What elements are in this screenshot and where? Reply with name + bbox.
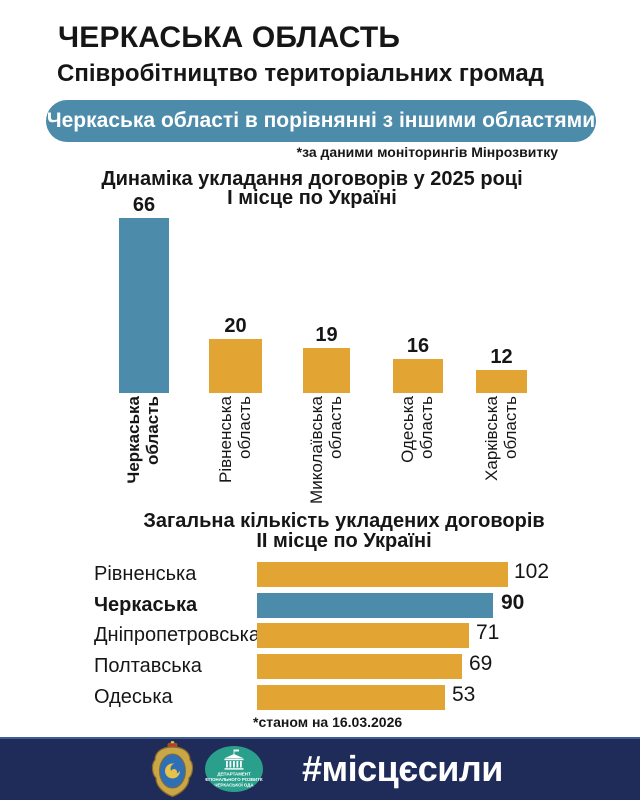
department-logo-text-line1: ДЕПАРТАМЕНТ xyxy=(217,772,251,777)
bar-value-kharkivska: 12 xyxy=(490,346,513,368)
chart1-title: Динаміка укладання договорів у 2025 році… xyxy=(0,168,624,209)
bar-rivnenska xyxy=(209,339,262,393)
footer-bar: ДЕПАРТАМЕНТ РЕГІОНАЛЬНОГО РОЗВИТКУ ЧЕРКА… xyxy=(0,737,640,800)
bar-cherkaska xyxy=(119,218,169,393)
row-bar-poltavska xyxy=(257,654,462,679)
row-bar-dnipropetrovska xyxy=(257,623,469,648)
chart1-title-line1: Динаміка укладання договорів у 2025 році xyxy=(101,168,523,190)
department-logo-text-line3: ЧЕРКАСЬКОЇ ОДА xyxy=(214,783,254,788)
xlabel-line: Одеська xyxy=(398,396,417,463)
row-label-poltavska: Полтавська xyxy=(94,655,202,677)
hashtag-mistsesyly: #місцєсили xyxy=(302,748,503,789)
row-bar-rivnenska xyxy=(257,562,508,587)
row-label-dnipropetrovska: Дніпропетровська xyxy=(94,624,260,646)
source-note: *за даними моніторингів Мінрозвитку xyxy=(296,144,558,160)
xlabel-line: Миколаївська xyxy=(307,396,326,504)
bar-value-cherkaska: 66 xyxy=(132,194,156,216)
xlabel-kharkivska: Харківська область xyxy=(482,396,522,508)
row-label-cherkaska: Черкаська xyxy=(94,594,198,616)
comparison-badge: Черкаська області в порівнянні з іншими … xyxy=(46,100,596,142)
xlabel-rivnenska: Рівненська область xyxy=(216,396,256,508)
bar-mykolaivska xyxy=(303,348,350,393)
xlabel-line: область xyxy=(417,396,436,459)
page-title: ЧЕРКАСЬКА ОБЛАСТЬ xyxy=(58,21,401,54)
bar-value-rivnenska: 20 xyxy=(224,315,247,337)
xlabel-cherkaska: Черкаська область xyxy=(124,396,164,508)
xlabel-line: Рівненська xyxy=(216,396,235,484)
department-logo-text-line2: РЕГІОНАЛЬНОГО РОЗВИТКУ xyxy=(205,777,263,782)
row-value-cherkaska: 90 xyxy=(501,591,525,614)
page-subtitle: Співробітництво територіальних громад xyxy=(57,60,544,87)
chart2-title-line2: ІІ місце по Україні xyxy=(256,530,432,552)
row-label-odeska: Одеська xyxy=(94,686,173,708)
department-logo-icon: ДЕПАРТАМЕНТ РЕГІОНАЛЬНОГО РОЗВИТКУ ЧЕРКА… xyxy=(205,746,263,792)
xlabel-line: Харківська xyxy=(482,396,501,481)
row-value-odeska: 53 xyxy=(452,683,476,706)
xlabel-mykolaivska: Миколаївська область xyxy=(307,396,347,508)
chart2-title-line1: Загальна кількість укладених договорів xyxy=(143,510,545,532)
row-value-poltavska: 69 xyxy=(469,652,493,675)
row-bar-cherkaska xyxy=(257,593,493,618)
row-value-rivnenska: 102 xyxy=(514,560,550,583)
xlabel-line: область xyxy=(326,396,345,459)
bar-value-mykolaivska: 19 xyxy=(315,324,338,346)
row-label-rivnenska: Рівненська xyxy=(94,563,197,585)
bar-kharkivska xyxy=(476,370,527,393)
cherkasy-coat-of-arms-icon xyxy=(151,741,194,798)
xlabel-line: Черкаська xyxy=(124,396,143,484)
xlabel-line: область xyxy=(235,396,254,459)
xlabel-line: область xyxy=(143,396,162,465)
bar-odeska xyxy=(393,359,443,393)
date-note: *станом на 16.03.2026 xyxy=(253,714,403,730)
bar-value-odeska: 16 xyxy=(406,335,430,357)
xlabel-odeska: Одеська область xyxy=(398,396,438,508)
chart1-title-line2: І місце по Україні xyxy=(227,187,397,209)
chart2-title: Загальна кількість укладених договорів І… xyxy=(44,511,640,551)
row-value-dnipropetrovska: 71 xyxy=(476,621,500,644)
row-bar-odeska xyxy=(257,685,445,710)
xlabel-line: область xyxy=(501,396,520,459)
